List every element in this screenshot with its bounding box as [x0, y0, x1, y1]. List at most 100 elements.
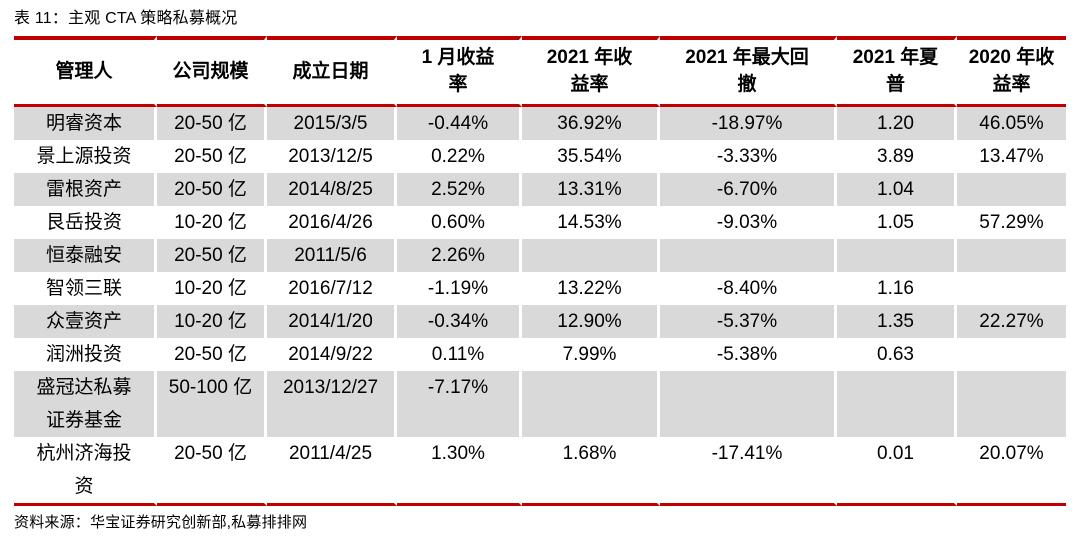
column-header: 1 月收益 率: [397, 36, 522, 107]
table-cell: 20.07%: [957, 437, 1066, 506]
manager-name-cell: 恒泰融安: [14, 239, 157, 272]
table-cell: 0.60%: [397, 206, 522, 239]
table-cell: 13.47%: [979, 146, 1044, 167]
column-header: 2021 年夏 普: [837, 36, 957, 107]
table-cell: 50-100 亿: [157, 371, 267, 437]
table-cell: 2016/7/12: [267, 272, 397, 305]
table-cell: 2014/9/22: [267, 338, 397, 371]
table-cell: 57.29%: [979, 212, 1044, 233]
table-cell: 2.52%: [397, 173, 522, 206]
table-row: 恒泰融安 20-50 亿 2011/5/6 2.26%: [14, 239, 1066, 272]
table-cell: 20-50 亿: [157, 239, 267, 272]
column-header: 2021 年最大回 撤: [660, 36, 837, 107]
table-cell: 0.11%: [397, 338, 522, 371]
table-cell: 2015/3/5: [267, 107, 397, 140]
table-cell: 2.26%: [397, 239, 522, 272]
table-cell: 1.20: [837, 107, 957, 140]
table-cell: 10-20 亿: [157, 272, 267, 305]
table-cell: 35.54%: [522, 140, 660, 173]
table-row: 众壹资产 10-20 亿 2014/1/20 -0.34% 12.90% -5.37% 1.…: [14, 305, 1066, 338]
table-row: 智领三联 10-20 亿 2016/7/12 -1.19% 13.22% -8.40% 1.…: [14, 272, 1066, 305]
table-cell: 13.22%: [522, 272, 660, 305]
table-cell: 20-50 亿: [157, 173, 267, 206]
table-cell: 22.27%: [957, 305, 1066, 338]
table-cell: 2014/1/20: [267, 305, 397, 338]
table-cell: -5.37%: [660, 305, 837, 338]
table-cell: -3.33%: [660, 140, 837, 173]
manager-name-cell: 盛冠达私募 证券基金: [14, 371, 157, 437]
table-title: 表 11：主观 CTA 策略私募概况: [14, 10, 238, 27]
table-cell: 1.04: [837, 173, 957, 206]
table-cell: 36.92%: [522, 107, 660, 140]
table-cell: [837, 239, 957, 272]
table-row: 艮岳投资 10-20 亿 2016/4/26 0.60% 14.53% -9.03% 1.0…: [14, 206, 1066, 239]
table-cell: [957, 371, 1066, 437]
table-cell: 2013/12/27: [267, 371, 397, 437]
column-header: 2021 年收 益率: [522, 36, 660, 107]
table-cell: -0.34%: [397, 305, 522, 338]
table-cell: -5.38%: [660, 338, 837, 371]
manager-name-cell: 景上源投资: [14, 140, 157, 173]
table-cell: 20-50 亿: [157, 437, 267, 506]
table-cell: 20-50 亿: [157, 338, 267, 371]
table-cell: 46.05%: [957, 107, 1066, 140]
table-cell: -7.17%: [397, 371, 522, 437]
manager-name-cell: 众壹资产: [14, 305, 157, 338]
table-cell: [957, 173, 1066, 206]
data-source-note: 资料来源：华宝证券研究创新部,私募排排网: [14, 514, 308, 531]
table-cell: -0.44%: [397, 107, 522, 140]
manager-name-cell: 雷根资产: [14, 173, 157, 206]
table-row: 盛冠达私募 证券基金 50-100 亿 2013/12/27 -7.17%: [14, 371, 1066, 437]
table-cell: 3.89: [837, 140, 957, 173]
column-header: 管理人: [14, 36, 157, 107]
table-cell: 2016/4/26: [267, 206, 397, 239]
table-cell: -9.03%: [660, 206, 837, 239]
table-cell: 1.16: [837, 272, 957, 305]
table-cell: -6.70%: [660, 173, 837, 206]
table-row: 润洲投资 20-50 亿 2014/9/22 0.11% 7.99% -5.38% 0.63: [14, 338, 1066, 371]
table-cell: -8.40%: [660, 272, 837, 305]
table-cell: 12.90%: [522, 305, 660, 338]
table-cell: 1.05: [837, 206, 957, 239]
table-cell: 1.68%: [522, 437, 660, 506]
table-cell: 1.35: [837, 305, 957, 338]
table-cell: 0.01: [837, 437, 957, 506]
table-cell: [522, 371, 660, 437]
table-cell: [522, 239, 660, 272]
table-cell: [837, 371, 957, 437]
table-cell: [957, 338, 1066, 371]
table-cell: [957, 272, 1066, 305]
table-cell: [660, 371, 837, 437]
table-cell: 14.53%: [522, 206, 660, 239]
table-cell: -18.97%: [660, 107, 837, 140]
manager-name-cell: 智领三联: [14, 272, 157, 305]
manager-name-cell: 杭州济海投 资: [14, 437, 157, 506]
table-cell: 1.30%: [397, 437, 522, 506]
column-header: 成立日期: [267, 36, 397, 107]
manager-name-cell: 艮岳投资: [14, 206, 157, 239]
table-cell: 0.63: [837, 338, 957, 371]
table-cell: 13.31%: [522, 173, 660, 206]
table-cell: 20-50 亿: [157, 107, 267, 140]
column-header: 2020 年收 益率: [957, 36, 1066, 107]
table-cell: 2014/8/25: [267, 173, 397, 206]
table-cell: 10-20 亿: [157, 305, 267, 338]
table-cell: 20-50 亿: [157, 140, 267, 173]
table-cell: -17.41%: [660, 437, 837, 506]
table-row: 雷根资产 20-50 亿 2014/8/25 2.52% 13.31% -6.70% 1.0…: [14, 173, 1066, 206]
table-cell: [660, 239, 837, 272]
table-cell: 0.22%: [397, 140, 522, 173]
table-row: 杭州济海投 资 20-50 亿 2011/4/25 1.30% 1.68% -17.41%…: [14, 437, 1066, 506]
table-cell: 2011/5/6: [267, 239, 397, 272]
table-cell: 2011/4/25: [267, 437, 397, 506]
table-row: 景上源投资 20-50 亿 2013/12/5 0.22% 35.54% -3.33% 3.…: [14, 140, 1066, 173]
manager-name-cell: 明睿资本: [14, 107, 157, 140]
table-row: 明睿资本 20-50 亿 2015/3/5 -0.44% 36.92% -18.97% 1.…: [14, 107, 1066, 140]
table-body: 明睿资本 20-50 亿 2015/3/5 -0.44% 36.92% -18.97% 1.…: [14, 107, 1066, 506]
table-cell: [957, 239, 1066, 272]
table-cell: 2013/12/5: [267, 140, 397, 173]
